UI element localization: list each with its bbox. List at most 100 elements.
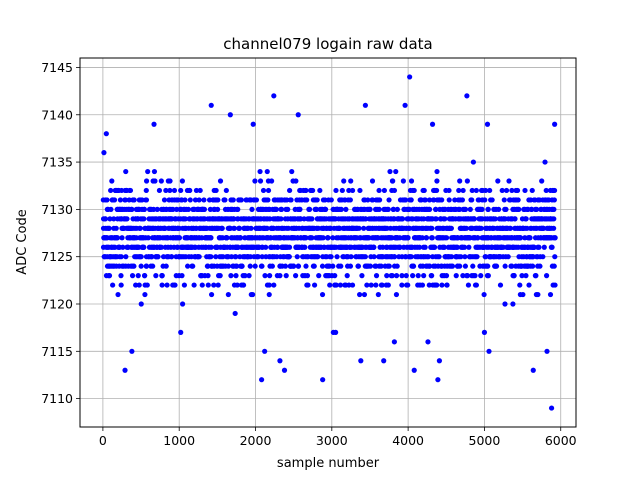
data-point — [482, 197, 488, 203]
data-point — [297, 206, 303, 212]
data-point — [551, 216, 557, 222]
data-point — [548, 405, 555, 411]
data-point — [267, 216, 273, 222]
data-point — [347, 263, 354, 269]
data-point — [253, 197, 260, 203]
data-point — [150, 263, 156, 269]
data-point — [178, 187, 184, 194]
data-point — [122, 197, 128, 203]
data-point — [415, 273, 421, 279]
data-point — [473, 282, 479, 288]
data-point — [408, 254, 414, 260]
data-point — [551, 225, 557, 231]
data-point — [391, 187, 398, 194]
data-point — [459, 197, 466, 203]
data-point — [506, 178, 512, 184]
data-point — [429, 121, 436, 127]
data-point — [311, 282, 318, 288]
data-point — [278, 216, 284, 222]
data-point — [540, 254, 546, 260]
data-point — [315, 254, 321, 260]
data-point — [434, 187, 440, 194]
data-point — [142, 291, 148, 298]
data-point — [429, 273, 435, 279]
data-point — [448, 254, 455, 260]
data-point — [551, 187, 558, 194]
data-point — [551, 206, 557, 212]
data-point — [364, 282, 370, 288]
data-point — [225, 263, 232, 269]
data-point — [192, 197, 199, 203]
data-point — [519, 273, 525, 279]
data-point — [136, 282, 142, 288]
data-point — [145, 168, 151, 175]
data-point — [264, 225, 270, 231]
data-point — [403, 273, 409, 279]
data-point — [397, 235, 403, 241]
data-point — [333, 329, 339, 335]
data-point — [361, 291, 368, 298]
data-point — [394, 263, 400, 269]
data-point — [293, 178, 299, 184]
data-point — [507, 225, 514, 231]
data-point — [262, 348, 268, 354]
data-point — [116, 244, 122, 250]
data-point — [349, 282, 356, 288]
data-point — [332, 216, 338, 222]
data-point — [389, 178, 396, 184]
data-point — [390, 206, 397, 212]
data-point — [471, 216, 477, 222]
data-point — [118, 254, 124, 260]
data-point — [492, 216, 498, 222]
data-point — [408, 197, 414, 203]
data-point — [446, 197, 452, 203]
data-point — [469, 197, 475, 203]
data-point — [435, 377, 441, 383]
data-point — [295, 112, 301, 118]
data-point — [327, 282, 333, 288]
data-point — [540, 225, 547, 231]
data-point — [196, 254, 202, 260]
data-point — [205, 282, 211, 288]
data-point — [264, 168, 270, 175]
data-point — [161, 197, 168, 203]
data-point — [436, 358, 443, 364]
data-point — [481, 291, 487, 298]
data-point — [470, 263, 476, 269]
data-point — [302, 244, 308, 250]
data-point — [127, 187, 134, 194]
data-point — [316, 273, 322, 279]
data-point — [343, 206, 349, 212]
data-point — [466, 244, 472, 250]
data-point — [151, 121, 157, 127]
y-tick-label: 7145 — [41, 60, 73, 75]
data-point — [376, 187, 382, 194]
data-point — [227, 225, 233, 231]
data-point — [469, 187, 475, 194]
data-point — [346, 187, 352, 194]
data-point — [320, 235, 326, 241]
data-point — [443, 273, 450, 279]
data-point — [118, 282, 124, 288]
data-point — [442, 216, 448, 222]
data-point — [205, 273, 211, 279]
data-point — [277, 273, 283, 279]
data-point — [286, 244, 293, 250]
data-point — [141, 206, 147, 212]
data-point — [535, 291, 541, 298]
data-point — [493, 263, 500, 269]
data-point — [281, 367, 288, 373]
data-point — [273, 206, 279, 212]
data-point — [234, 282, 240, 288]
data-point — [516, 206, 522, 212]
data-point — [163, 187, 169, 194]
data-point — [208, 235, 214, 241]
data-point — [502, 301, 508, 307]
data-point — [449, 263, 456, 269]
x-axis-ticks: 0 1000 2000 3000 4000 5000 6000 — [99, 427, 577, 448]
data-point — [295, 263, 302, 269]
data-point — [293, 273, 299, 279]
data-point — [138, 263, 144, 269]
data-point — [108, 206, 114, 212]
